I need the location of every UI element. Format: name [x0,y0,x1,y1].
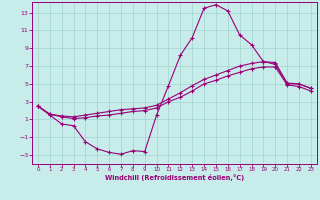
X-axis label: Windchill (Refroidissement éolien,°C): Windchill (Refroidissement éolien,°C) [105,174,244,181]
